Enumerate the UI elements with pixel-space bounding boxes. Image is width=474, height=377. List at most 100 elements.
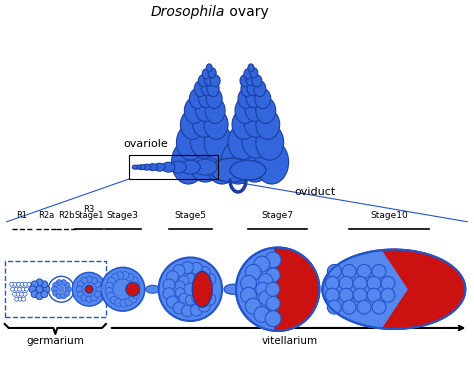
Circle shape (259, 274, 273, 287)
Text: oviduct: oviduct (294, 187, 336, 197)
Ellipse shape (256, 110, 280, 139)
Circle shape (353, 276, 367, 290)
Circle shape (185, 273, 195, 283)
Circle shape (77, 291, 84, 297)
Circle shape (254, 256, 270, 272)
Ellipse shape (241, 81, 253, 97)
Circle shape (53, 290, 59, 296)
Ellipse shape (162, 162, 175, 172)
Ellipse shape (198, 75, 208, 87)
Ellipse shape (138, 165, 145, 170)
Ellipse shape (207, 81, 219, 97)
Ellipse shape (202, 69, 210, 79)
Circle shape (357, 300, 371, 314)
Ellipse shape (210, 158, 254, 182)
Circle shape (191, 304, 202, 316)
Circle shape (372, 264, 386, 278)
Ellipse shape (238, 89, 254, 109)
Circle shape (175, 281, 185, 291)
Circle shape (204, 293, 216, 305)
Circle shape (130, 277, 137, 285)
Ellipse shape (235, 98, 255, 124)
Ellipse shape (322, 250, 465, 329)
Circle shape (18, 287, 22, 291)
Circle shape (86, 276, 92, 282)
Circle shape (173, 265, 185, 276)
Circle shape (381, 288, 395, 302)
Ellipse shape (322, 284, 340, 294)
Circle shape (14, 287, 18, 291)
Ellipse shape (254, 81, 266, 97)
Circle shape (353, 288, 367, 302)
Circle shape (96, 286, 102, 293)
Circle shape (77, 281, 84, 288)
Circle shape (266, 296, 280, 310)
Circle shape (381, 276, 395, 290)
Text: Stage10: Stage10 (370, 211, 408, 220)
Circle shape (43, 286, 50, 293)
Text: Stage7: Stage7 (262, 211, 294, 220)
Circle shape (328, 264, 341, 278)
Circle shape (198, 267, 210, 278)
Circle shape (120, 299, 128, 307)
Circle shape (266, 268, 280, 282)
Ellipse shape (204, 110, 228, 139)
Circle shape (86, 296, 92, 302)
Ellipse shape (198, 88, 214, 107)
Circle shape (163, 288, 175, 300)
Circle shape (115, 299, 123, 307)
Circle shape (13, 282, 17, 286)
Circle shape (15, 297, 18, 301)
Ellipse shape (244, 107, 268, 137)
Circle shape (36, 293, 43, 300)
Circle shape (192, 293, 202, 303)
Circle shape (175, 288, 185, 297)
Circle shape (241, 275, 256, 291)
Ellipse shape (201, 80, 213, 96)
Circle shape (245, 264, 261, 280)
Circle shape (16, 292, 20, 296)
Circle shape (166, 296, 179, 308)
Ellipse shape (246, 88, 262, 107)
Ellipse shape (252, 75, 262, 87)
Circle shape (367, 276, 381, 290)
Text: Drosophila: Drosophila (151, 5, 225, 19)
Circle shape (105, 282, 113, 290)
Circle shape (61, 280, 66, 286)
Ellipse shape (195, 96, 215, 121)
Circle shape (111, 274, 119, 282)
Circle shape (342, 264, 356, 278)
Circle shape (13, 292, 17, 296)
Ellipse shape (224, 284, 242, 294)
Circle shape (65, 286, 71, 292)
Text: Stage3: Stage3 (107, 211, 139, 220)
Circle shape (107, 292, 115, 300)
Circle shape (179, 276, 189, 285)
Ellipse shape (246, 74, 256, 86)
Circle shape (342, 300, 356, 314)
Ellipse shape (181, 110, 204, 139)
Circle shape (61, 293, 66, 299)
Circle shape (105, 287, 113, 295)
Circle shape (18, 297, 22, 301)
Circle shape (81, 295, 87, 301)
Circle shape (31, 281, 38, 288)
Circle shape (132, 290, 140, 298)
Circle shape (29, 286, 36, 293)
Circle shape (339, 288, 353, 302)
Circle shape (81, 277, 87, 284)
Circle shape (198, 300, 210, 312)
Circle shape (129, 295, 137, 303)
Circle shape (125, 298, 133, 306)
Ellipse shape (242, 123, 270, 158)
Circle shape (166, 271, 179, 283)
Circle shape (11, 287, 15, 291)
Circle shape (191, 262, 202, 274)
Circle shape (24, 282, 27, 286)
Circle shape (185, 295, 195, 305)
Text: R3: R3 (83, 205, 95, 214)
Circle shape (265, 311, 281, 326)
Ellipse shape (143, 164, 151, 170)
Circle shape (76, 286, 82, 293)
Ellipse shape (210, 75, 220, 87)
